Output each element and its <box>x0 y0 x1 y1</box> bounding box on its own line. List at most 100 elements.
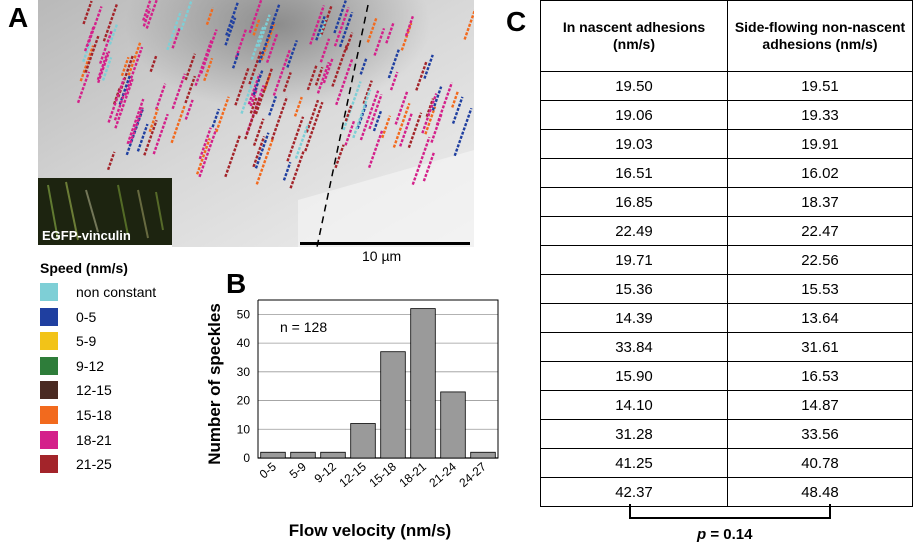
plot-frame <box>257 299 499 459</box>
p-symbol: p <box>697 526 707 543</box>
speckle-track <box>389 71 399 91</box>
speckle-track <box>224 135 241 178</box>
panel-c-letter: C <box>506 6 527 37</box>
cell-nascent: 15.90 <box>540 361 728 391</box>
legend-swatch <box>40 307 58 326</box>
speckle-track <box>451 96 464 124</box>
speckle-track <box>435 82 453 126</box>
y-tick-label: 0 <box>243 451 250 465</box>
cell-nascent: 19.06 <box>540 100 728 130</box>
cell-nascent: 14.10 <box>540 390 728 420</box>
speckle-track <box>198 128 218 178</box>
histogram-bar <box>470 451 496 459</box>
legend-label: 5-9 <box>76 333 97 350</box>
speckle-track <box>126 98 145 145</box>
cell-side-flowing: 16.02 <box>727 158 913 188</box>
speckle-track <box>257 14 271 48</box>
p-value: p = 0.14 <box>697 526 752 543</box>
y-tick-label: 20 <box>237 394 251 408</box>
legend-swatch <box>40 283 58 301</box>
speckle-track <box>97 50 111 84</box>
speckle-track <box>198 127 212 160</box>
speckle-track <box>421 93 438 134</box>
speckle-track <box>225 1 240 36</box>
inset-label: EGFP-vinculin <box>42 228 131 243</box>
speckle-track <box>211 108 221 128</box>
speckle-track <box>101 57 113 81</box>
speckle-track <box>84 35 100 74</box>
x-tick-label: 18-21 <box>396 459 429 490</box>
histogram-bar <box>380 351 406 459</box>
speckle-track <box>152 113 169 155</box>
legend-swatch <box>40 455 58 474</box>
speckle-track <box>215 96 230 133</box>
speckle-track <box>231 52 240 69</box>
speckle-track <box>385 22 395 44</box>
speckle-track <box>373 28 386 56</box>
legend-item: non constant <box>40 282 156 302</box>
speckle-track <box>359 57 368 75</box>
x-tick-label: 0-5 <box>257 459 280 481</box>
speckle-track <box>255 137 275 185</box>
speckle-track <box>334 144 345 169</box>
legend-label: 15-18 <box>76 407 112 423</box>
speckle-track <box>316 61 330 94</box>
speckle-track <box>113 93 126 121</box>
speckle-track <box>252 18 261 36</box>
cell-side-flowing: 19.91 <box>727 129 913 159</box>
speckle-track <box>372 110 383 132</box>
cell-nascent: 19.50 <box>540 71 728 101</box>
panel-b-letter: B <box>226 268 247 299</box>
speckle-track <box>114 78 134 129</box>
speckle-track <box>392 102 411 148</box>
speckle-track <box>142 8 152 27</box>
x-tick-label: 15-18 <box>366 459 399 490</box>
cell-side-flowing: 33.56 <box>727 419 913 449</box>
legend-swatch <box>40 381 58 400</box>
speckle-track <box>411 136 431 186</box>
chart-bars <box>260 308 496 459</box>
speckle-track <box>184 99 194 120</box>
egfp-vinculin-inset <box>38 178 172 247</box>
table-row: 14.10 14.87 <box>540 390 913 420</box>
y-axis-label: Number of speckles <box>205 303 224 465</box>
x-tick-label: 9-12 <box>312 459 340 485</box>
x-tick-label: 21-24 <box>426 459 459 490</box>
legend-swatch <box>40 406 58 424</box>
significance-bracket <box>629 504 831 519</box>
cell-nascent: 16.85 <box>540 187 728 217</box>
cell-side-flowing: 40.78 <box>727 448 913 478</box>
speckle-tracks <box>76 0 474 189</box>
speckle-track <box>254 132 270 169</box>
legend-label: non constant <box>76 284 157 300</box>
speckle-track <box>260 23 276 61</box>
speckle-track <box>195 137 211 175</box>
speckle-track <box>282 161 292 181</box>
histogram-bar <box>260 451 286 459</box>
speckle-track <box>166 10 182 51</box>
speckle-track <box>180 0 193 31</box>
flow-velocity-histogram: 0 10 20 30 40 50 0-5 5-9 9-1212-1515-1818-2121-… <box>205 299 499 540</box>
speckle-track <box>367 129 384 169</box>
speckle-track <box>335 57 354 106</box>
table-row: 15.90 16.53 <box>540 361 913 391</box>
speckle-track <box>129 107 144 144</box>
speckle-track <box>200 29 218 74</box>
table-row: 19.06 19.33 <box>540 100 913 130</box>
legend-label: 18-21 <box>76 431 112 448</box>
speckle-track <box>293 96 303 117</box>
speckle-track <box>148 108 159 133</box>
speckle-track <box>99 30 113 65</box>
cell-nascent: 42.37 <box>540 477 728 507</box>
speckle-track <box>250 24 265 60</box>
speckle-track <box>309 5 326 45</box>
legend-label: 0-5 <box>76 308 97 325</box>
speckle-track <box>424 106 437 135</box>
speckle-track <box>143 119 158 156</box>
speckle-track <box>338 11 354 48</box>
speckle-track <box>286 39 298 68</box>
table-row: 16.85 18.37 <box>540 187 913 217</box>
table-row: 22.49 22.47 <box>540 216 913 246</box>
cell-nascent: 41.25 <box>540 448 728 478</box>
speckle-track <box>205 7 215 26</box>
